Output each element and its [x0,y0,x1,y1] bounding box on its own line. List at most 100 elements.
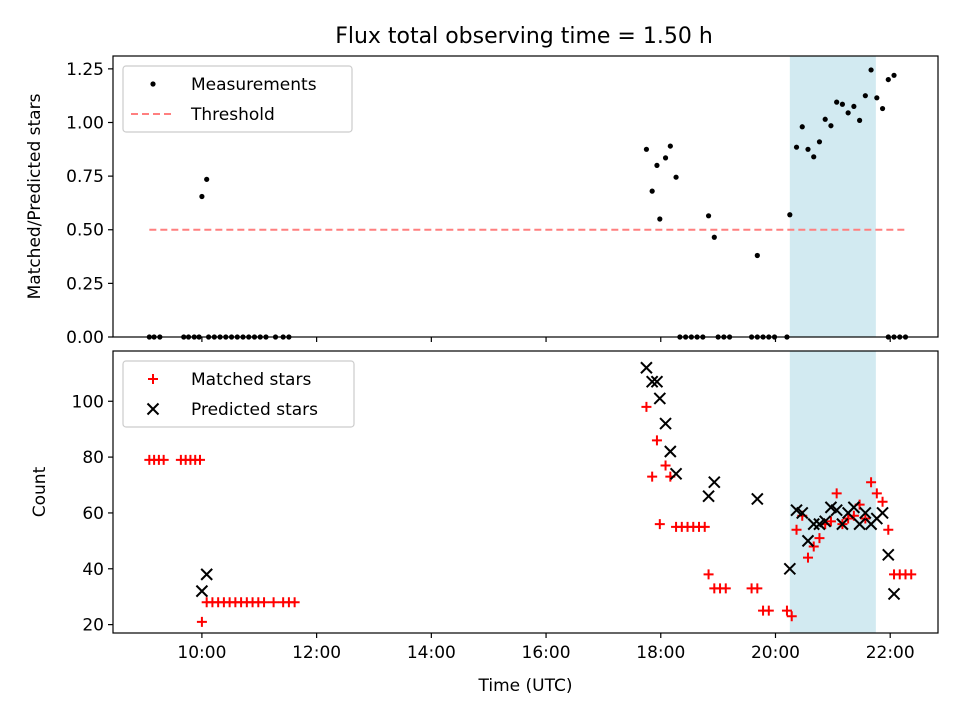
matched-stars-point [763,605,774,616]
predicted-stars-point [640,361,653,374]
measurements-point [204,176,210,182]
matched-stars-point [831,488,842,499]
matched-stars-point [866,477,877,488]
y-tick-label: 20 [82,616,104,636]
predicted-stars-point [645,375,659,388]
measurements-point [891,72,897,78]
y-tick-label: 0.25 [66,274,104,294]
bottom-legend: Matched stars Predicted stars [122,360,355,428]
bottom-y-axis-label: Count [30,466,50,517]
matched-stars-point [814,533,825,544]
bottom-y-ticks: 20 40 60 80 100 [72,392,113,636]
matched-stars-point [825,516,836,527]
measurements-point [857,117,863,123]
top-y-ticks: 0.00 0.25 0.50 0.75 1.00 1.25 [66,60,113,348]
measurements-point [199,193,205,200]
measurements-point [799,124,805,130]
predicted-stars-point [664,445,677,458]
chart-title: Flux total observing time = 1.50 h [335,24,713,49]
measurements-point [828,123,834,129]
predicted-stars-point [836,517,849,531]
matched-stars-point [196,616,207,627]
bottom-legend-box [122,360,355,428]
measurements-point [787,212,793,218]
bottom-x-ticks: 10:00 12:00 14:00 16:00 18:00 20:00 22:00 [177,633,915,663]
top-legend-box [122,65,353,133]
measurements-point [868,67,874,73]
measurements-point [649,188,655,194]
measurements-point [754,252,760,259]
legend-marker [150,81,156,87]
matched-stars-point [791,524,802,535]
predicted-stars-point [751,492,764,506]
matched-stars-point [781,605,792,616]
matched-stars-point [194,454,205,465]
y-tick-label: 1.25 [66,60,104,80]
legend-measurements-marker [150,81,156,87]
measurements-point [862,93,868,99]
legend-predicted-marker [146,402,160,416]
top-legend: Measurements Threshold [122,65,353,133]
matched-stars-point [802,552,813,563]
matched-stars-point [289,597,300,608]
measurements-point [822,116,828,122]
measurements-point [834,99,840,105]
predicted-stars-point [853,517,866,531]
predicted-stars-point [708,476,721,489]
measurements-point [805,146,811,152]
bottom-data-marks [144,361,917,627]
matched-stars-point [641,401,652,412]
matched-stars-point [843,513,854,524]
measurements-point [654,162,660,168]
predicted-stars-point [801,534,815,548]
legend-marker [148,374,158,384]
measurements-point [667,143,673,149]
predicted-stars-point [887,587,901,601]
predicted-stars-point [882,548,895,562]
matched-stars-point [860,513,871,524]
legend-marker [146,402,160,416]
predicted-stars-point [818,515,832,528]
top-x-ticks [201,337,891,342]
matched-stars-point [808,541,819,552]
y-tick-label: 1.00 [66,113,104,133]
measurements-point [711,234,717,240]
matched-stars-point [268,597,279,608]
bottom-highlight-span [789,351,876,633]
measurements-point [879,105,886,112]
matched-stars-point [906,569,917,580]
measurements-point [845,110,851,116]
legend-matched-label: Matched stars [191,370,311,390]
top-highlight-span [789,56,876,337]
matched-stars-point [651,435,662,446]
measurements-point [673,174,679,180]
predicted-stars-point [807,517,820,531]
matched-stars-point [883,524,894,535]
x-tick-label: 16:00 [522,643,571,663]
legend-measurements-label: Measurements [191,75,317,95]
predicted-stars-point [653,392,667,405]
measurements-point [657,216,663,222]
x-tick-label: 20:00 [751,643,800,663]
matched-stars-point [786,611,797,622]
measurements-point [643,146,650,152]
predicted-stars-point [876,506,889,520]
x-tick-label: 22:00 [866,643,915,663]
matched-stars-point [660,460,671,471]
top-panel: 0.00 0.25 0.50 0.75 1.00 1.25 Matched/Predict… [25,55,939,348]
legend-threshold-label: Threshold [190,105,275,125]
matched-stars-point [703,569,714,580]
bottom-x-axis-label: Time (UTC) [478,676,573,696]
measurements-point [705,213,712,219]
matched-stars-point [871,488,882,499]
predicted-stars-point [847,501,861,514]
legend-predicted-label: Predicted stars [191,400,318,420]
x-tick-label: 12:00 [292,643,341,663]
predicted-stars-point [859,506,872,520]
predicted-stars-point [650,375,664,388]
y-tick-label: 60 [82,504,104,524]
predicted-stars-point [200,568,213,581]
predicted-stars-point [830,503,843,517]
matched-stars-point [654,519,665,530]
predicted-stars-point [195,584,209,598]
